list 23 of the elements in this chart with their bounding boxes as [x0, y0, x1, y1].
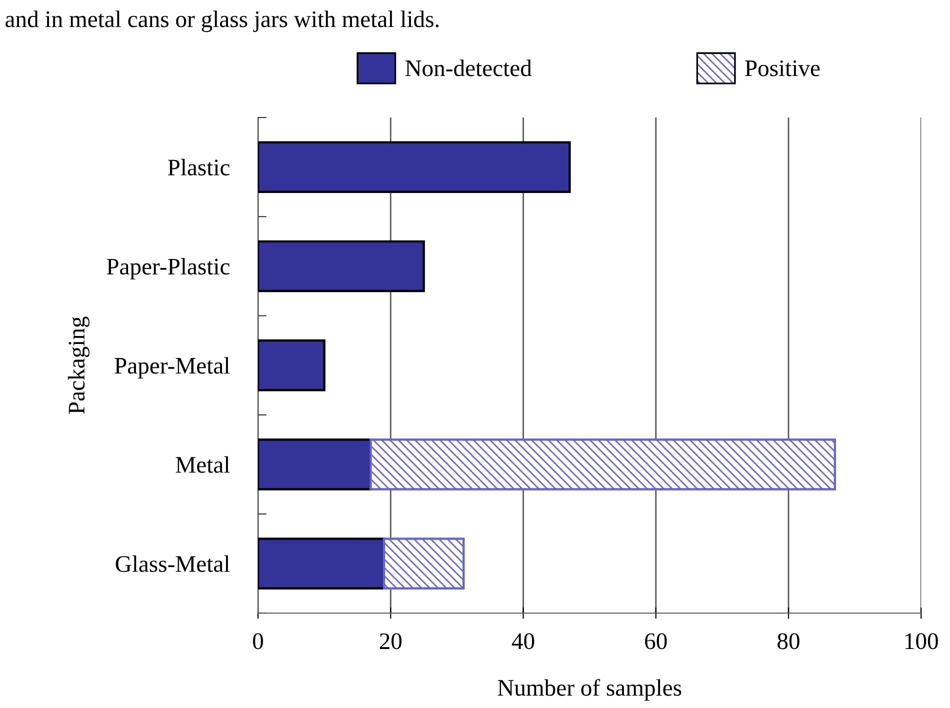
legend-label: Positive: [745, 60, 820, 76]
x-tick-label: 60: [645, 633, 667, 650]
y-tick-label: Plastic: [168, 158, 230, 176]
x-axis-title: Number of samples: [498, 678, 682, 701]
bar: [258, 438, 372, 490]
y-tick-label: Glass-Metal: [116, 555, 230, 572]
x-tick-label: 0: [253, 633, 264, 650]
y-tick-label: Paper-Plastic: [106, 258, 230, 280]
x-tick-label: 40: [512, 633, 534, 650]
bar: [382, 538, 465, 590]
bar: [258, 240, 425, 292]
x-tick-label: 80: [778, 633, 800, 650]
bar: [370, 438, 836, 490]
bar: [258, 339, 326, 392]
bar: [258, 538, 386, 590]
y-tick-label: Metal: [176, 456, 230, 473]
x-tick-label: 20: [380, 633, 402, 650]
text: and in metal cans or glass jars with metal lids.: [6, 10, 439, 32]
y-tick-label: Paper-Metal: [114, 357, 230, 379]
x-tick-label: 100: [905, 633, 938, 650]
y-axis-title: Packaging: [68, 316, 90, 414]
bar: [258, 141, 571, 193]
legend-label: Non-detected: [405, 60, 532, 76]
